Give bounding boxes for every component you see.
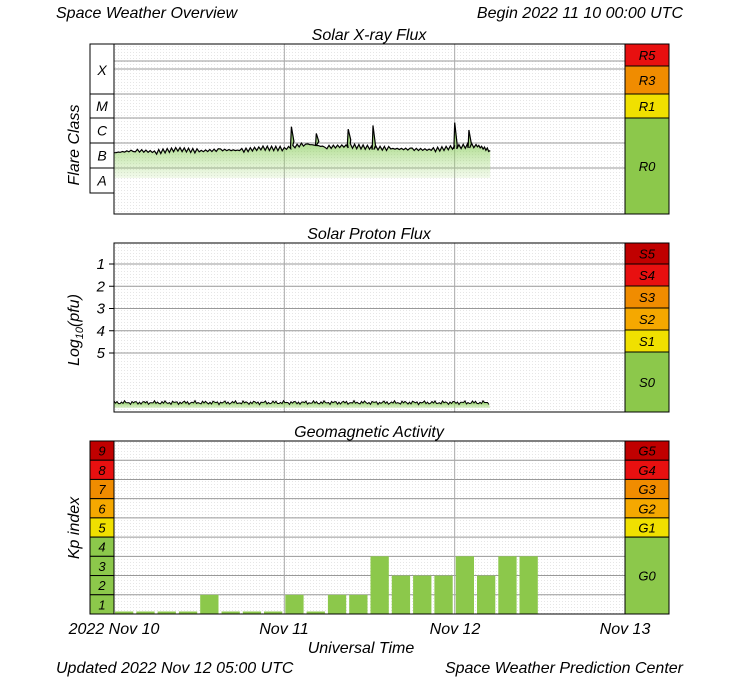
proton-scale-cell [624,351,670,413]
kp-bar [242,611,262,614]
proton-y-tick-label: 4 [97,323,105,340]
kp-index-label: 9 [98,444,105,459]
kp-bar [349,594,368,614]
kp-ylabel: Kp index [66,496,83,559]
x-tick-label: 2022 Nov 10 [68,621,160,638]
xray-scale-label: R5 [639,48,656,63]
proton-flux-fill [114,400,491,408]
proton-scale-label: S5 [639,247,656,262]
kp-bar [477,575,496,614]
prediction-center: Space Weather Prediction Center [445,660,684,677]
xray-scale-label: R0 [639,159,656,174]
xray-plot-area [114,44,625,214]
kp-bar [391,575,411,614]
kp-index-label: 5 [98,521,106,536]
kp-bar [370,556,389,614]
proton-scale-label: S4 [639,268,655,283]
kp-panel: Geomagnetic Activity Kp index 9 8 7 6 5 4 3 2 1 G… [66,424,670,615]
kp-scale-label: G3 [638,482,656,497]
x-tick-label: Nov 12 [430,621,481,638]
proton-y-tick-label: 2 [96,278,106,295]
flare-class-label: A [96,173,106,189]
updated-time: Updated 2022 Nov 12 05:00 UTC [56,660,294,677]
flare-class-box [89,167,115,194]
xray-scale-cell [624,65,670,95]
page-title: Space Weather Overview [56,5,239,22]
kp-bar [200,594,219,614]
kp-plot-area [114,441,625,614]
flare-class-label: X [96,62,107,78]
proton-y-tick-label: 3 [97,301,106,318]
xray-scale-label: R3 [639,73,656,88]
kp-index-label: 3 [98,559,106,574]
kp-scale-cell [624,536,670,615]
kp-index-label: 6 [98,501,106,516]
kp-index-label: 4 [98,540,105,555]
kp-scale-label: G2 [638,501,656,516]
kp-scale-label: G0 [638,569,656,584]
kp-index-label: 8 [98,463,106,478]
xray-flux-line [113,122,491,156]
xray-title: Solar X-ray Flux [312,27,428,44]
kp-bar [519,556,538,614]
x-tick-label: Nov 11 [259,621,309,638]
begin-time: Begin 2022 11 10 00:00 UTC [477,5,684,22]
x-axis: 2022 Nov 10 Nov 11 Nov 12 Nov 13 Univers… [68,621,651,657]
kp-scale-label: G4 [638,463,655,478]
xray-scale-cell [624,93,670,119]
kp-bar [413,575,432,614]
proton-y-tick-label: 1 [97,256,105,273]
proton-flux-line [113,399,490,406]
kp-bar [178,611,198,614]
kp-bar [327,594,347,614]
proton-ylabel-tail: (pfu) [66,294,83,327]
kp-bar [264,611,283,614]
x-axis-label: Universal Time [308,640,415,657]
kp-bar [136,611,155,614]
xray-ylabel: Flare Class [66,105,83,186]
kp-bar [115,611,134,614]
proton-scale-label: S1 [639,334,655,349]
flare-class-box [89,43,115,95]
kp-bar [455,556,474,614]
kp-title: Geomagnetic Activity [294,424,445,441]
proton-title: Solar Proton Flux [307,226,432,243]
kp-scale-label: G1 [638,521,655,536]
flare-class-label: M [96,98,108,114]
flare-class-box [89,117,115,144]
kp-index-label: 2 [97,578,106,593]
kp-index-label: 1 [98,597,105,612]
kp-index-label: 7 [98,482,106,497]
proton-plot-area [114,243,625,412]
xray-flux-fill [114,122,491,178]
x-tick-label: Nov 13 [600,621,651,638]
proton-scale-label: S0 [639,375,656,390]
flare-class-label: B [97,148,106,164]
kp-bar [221,611,240,614]
proton-y-tick-label: 5 [97,345,106,362]
proton-panel: Solar Proton Flux Log10(pfu) 1 2 3 4 5 S5 S4 S3… [66,226,670,413]
flare-class-box [89,93,115,119]
proton-scale-label: S3 [639,290,656,305]
xray-scale-label: R1 [639,99,656,114]
proton-ylabel: Log10(pfu) [66,294,86,366]
proton-ylabel-main: Log [66,339,83,366]
proton-scale-label: S2 [639,312,656,327]
kp-bar [285,594,304,614]
flare-class-label: C [97,123,108,139]
kp-bar [157,611,176,614]
kp-bar [306,611,325,614]
kp-scale-label: G5 [638,444,656,459]
proton-ylabel-sub: 10 [74,326,86,339]
xray-scale-cell [624,117,670,215]
kp-bar [498,556,517,614]
kp-bar [434,575,453,614]
